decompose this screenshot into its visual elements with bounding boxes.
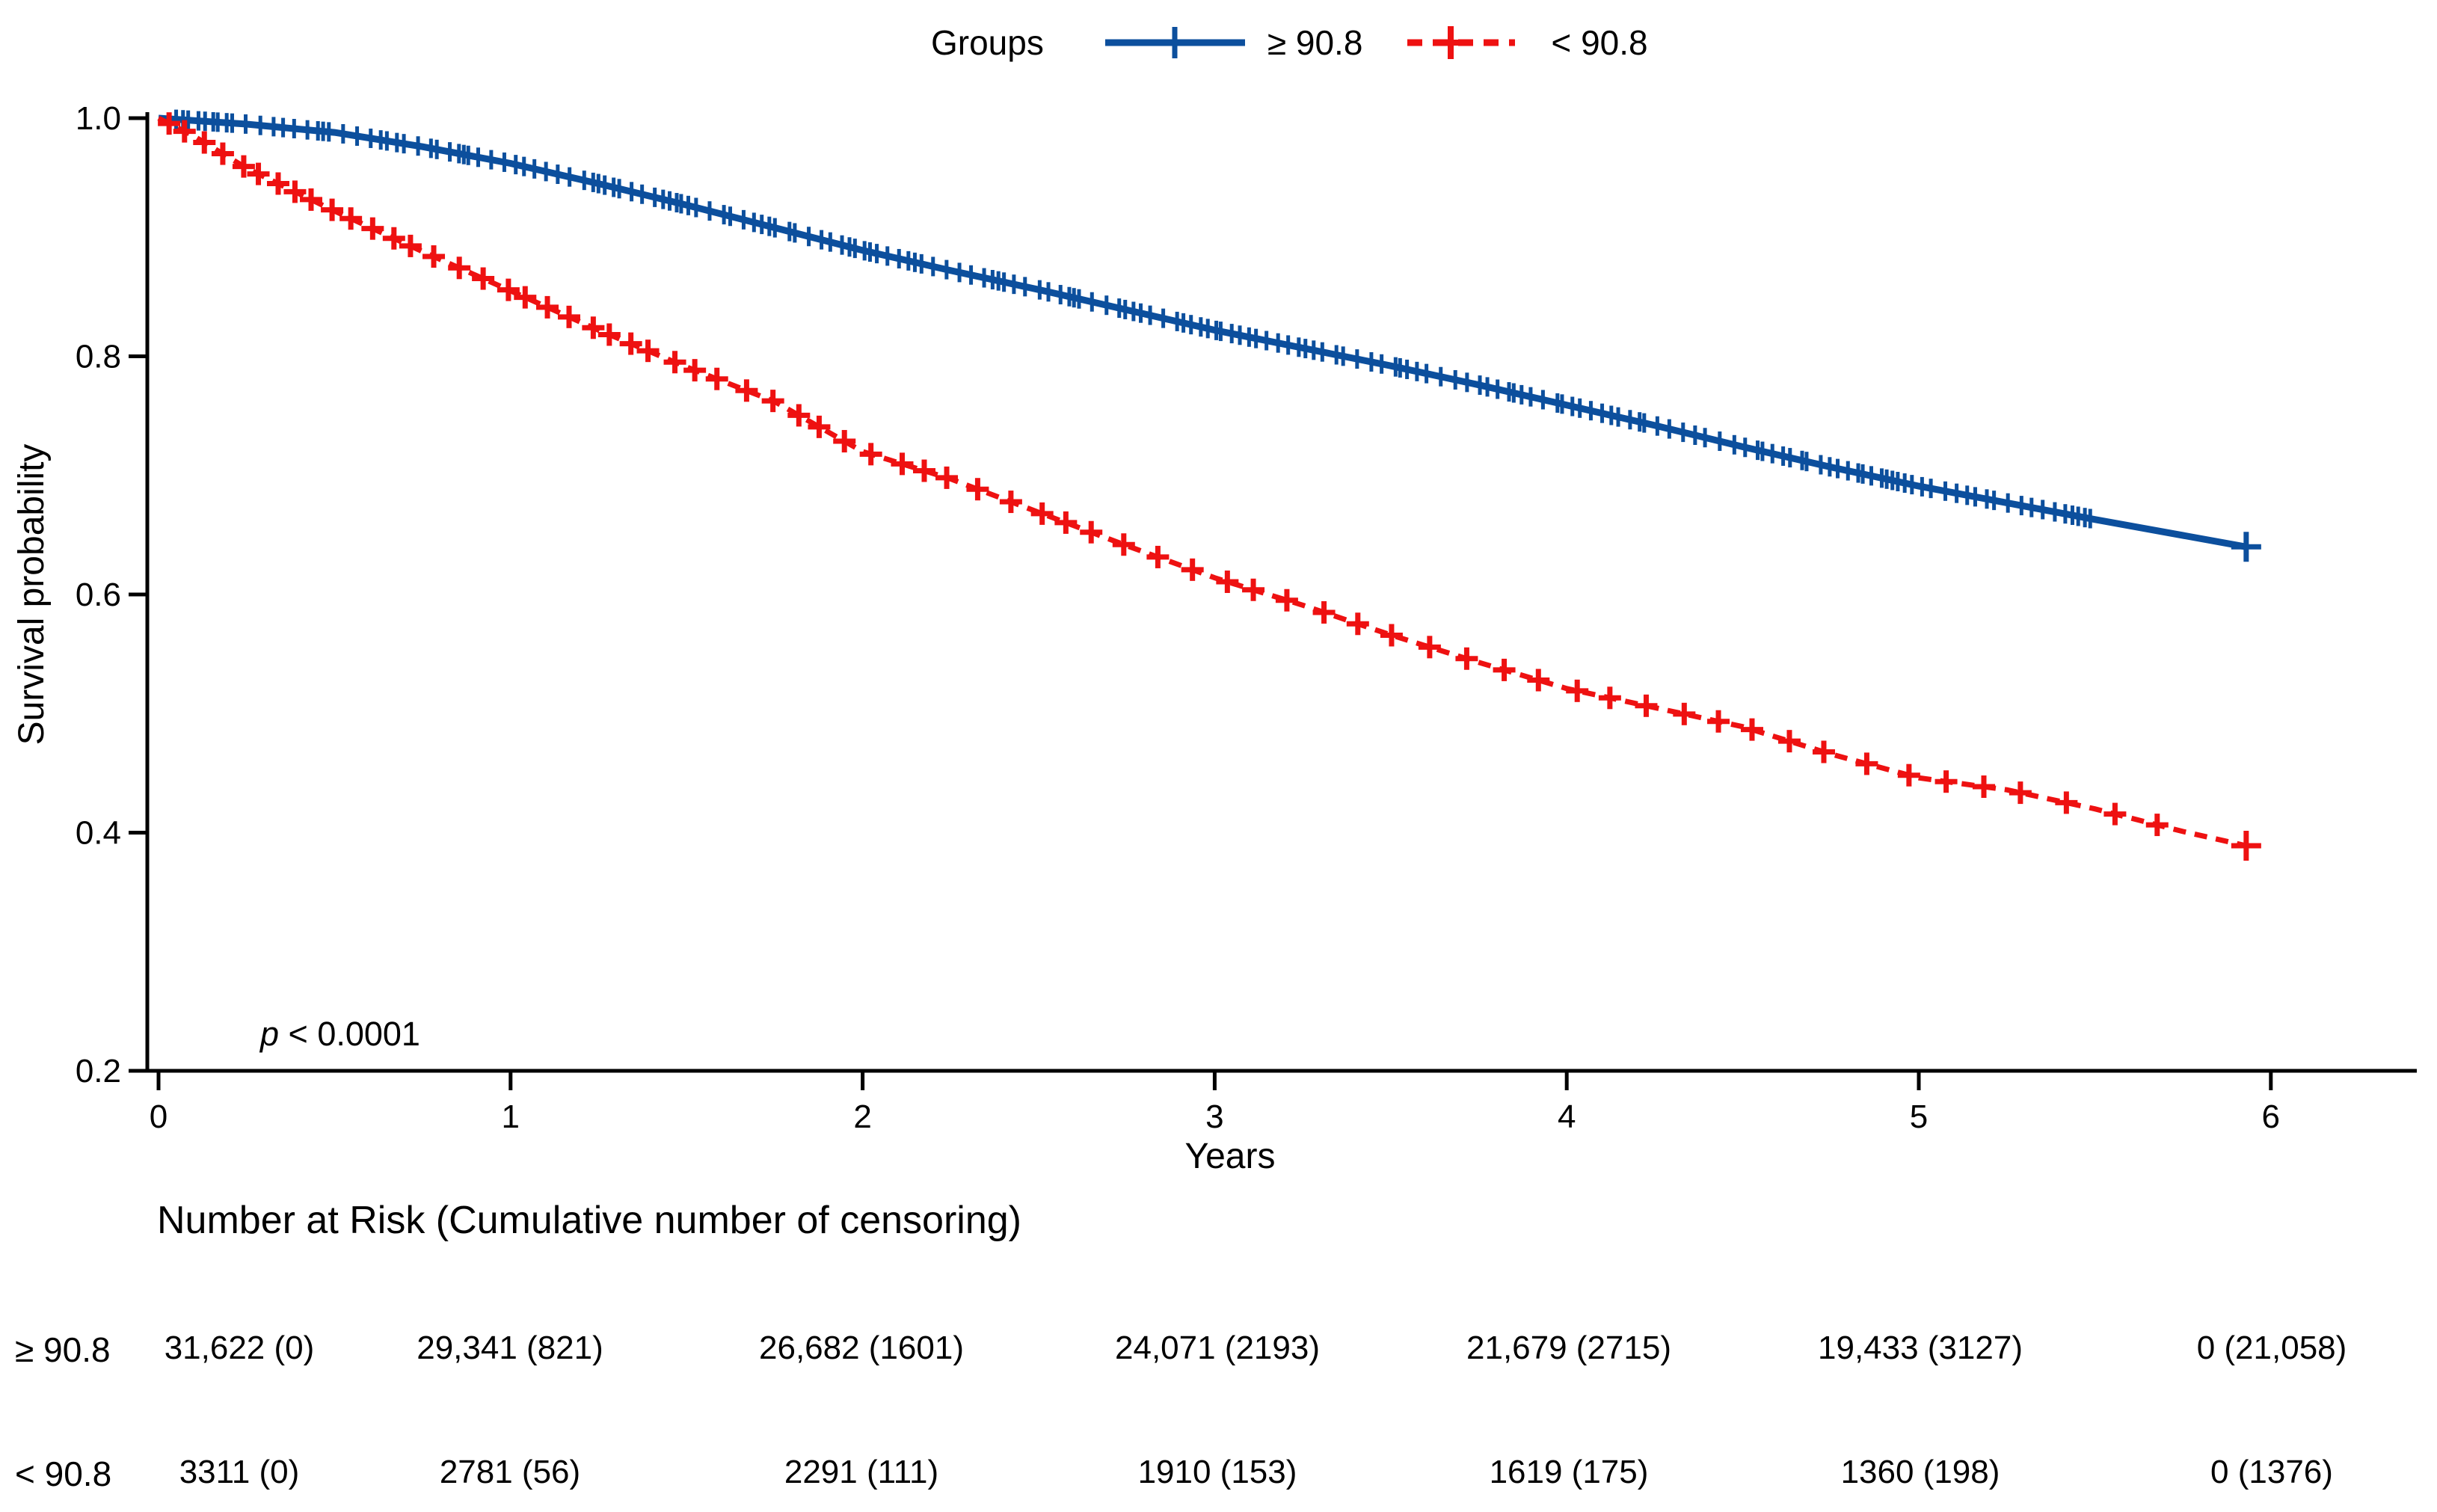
x-axis-title: Years <box>1185 1137 1276 1176</box>
risk-cell: 1360 (198) <box>1840 1454 2000 1490</box>
x-tick-label: 2 <box>853 1098 871 1135</box>
risk-cell: 26,682 (1601) <box>759 1330 964 1366</box>
series-1 <box>158 109 2261 562</box>
risk-cell: 2291 (111) <box>784 1454 939 1490</box>
risk-cell: 29,341 (821) <box>417 1330 603 1366</box>
risk-cell: 1619 (175) <box>1489 1454 1649 1490</box>
legend-label-group2: < 90.8 <box>1551 23 1648 62</box>
risk-cell: 3311 (0) <box>179 1454 300 1490</box>
x-tick-label: 1 <box>502 1098 520 1135</box>
series-line <box>157 115 2247 849</box>
risk-row-label: < 90.8 <box>15 1454 112 1493</box>
risk-cell: 19,433 (3127) <box>1818 1330 2023 1366</box>
p-value-annotation: p < 0.0001 <box>259 1015 420 1053</box>
y-tick-label: 0.8 <box>76 339 121 375</box>
series-line <box>158 114 2247 550</box>
x-tick-label: 5 <box>1910 1098 1928 1135</box>
x-tick-label: 3 <box>1205 1098 1223 1135</box>
x-tick-label: 0 <box>150 1098 168 1135</box>
risk-cell: 0 (21,058) <box>2196 1330 2347 1366</box>
risk-cell: 31,622 (0) <box>164 1330 315 1366</box>
x-tick-label: 4 <box>1558 1098 1576 1135</box>
y-tick-label: 0.6 <box>76 577 121 613</box>
risk-row-label: ≥ 90.8 <box>15 1330 111 1369</box>
y-tick-label: 0.2 <box>76 1053 121 1090</box>
legend-title: Groups <box>931 23 1044 62</box>
x-tick-label: 6 <box>2262 1098 2280 1135</box>
risk-cell: 1910 (153) <box>1137 1454 1297 1490</box>
series-2 <box>157 112 2261 861</box>
risk-table-title: Number at Risk (Cumulative number of cen… <box>157 1199 1021 1242</box>
legend-label-group1: ≥ 90.8 <box>1267 23 1363 62</box>
axes: 1.0 0.8 0.6 0.4 0.2 0 1 2 3 4 5 6 <box>76 100 2417 1135</box>
risk-cell: 2781 (56) <box>439 1454 581 1490</box>
legend: Groups ≥ 90.8 < 90.8 <box>931 16 1648 69</box>
risk-cell: 0 (1376) <box>2210 1454 2333 1490</box>
risk-cell: 24,071 (2193) <box>1115 1330 1320 1366</box>
risk-cell: 21,679 (2715) <box>1466 1330 1671 1366</box>
y-axis-title: Survival probability <box>12 444 52 746</box>
y-tick-label: 0.4 <box>76 815 121 852</box>
y-tick-label: 1.0 <box>76 100 121 137</box>
km-plot: 1.0 0.8 0.6 0.4 0.2 0 1 2 3 4 5 6 Survival probabili… <box>12 100 2417 1176</box>
legend-line-dashed-icon <box>1407 26 1516 59</box>
legend-line-solid-icon <box>1104 27 1245 58</box>
